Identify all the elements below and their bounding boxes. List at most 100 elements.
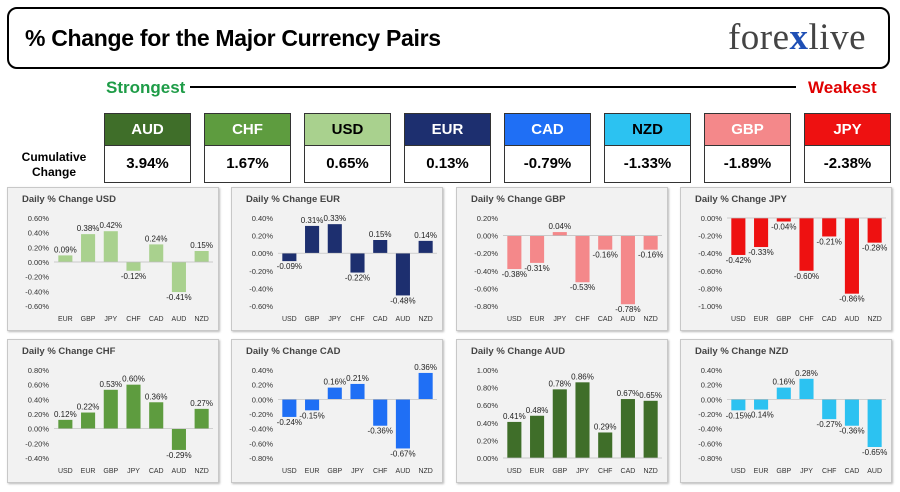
y-tick-label: -0.60% [25, 302, 49, 311]
bar-chart: 0.80% 0.60% 0.40% 0.20% 0.00% -0.20% -0.40% 0.1… [25, 366, 213, 475]
currency-box-eur: EUR 0.13% [404, 113, 491, 183]
bar [867, 399, 882, 447]
x-tick-label: CAD [149, 316, 164, 323]
y-tick-label: 0.20% [701, 381, 723, 390]
x-tick-label: CHF [575, 316, 589, 323]
currency-code: JPY [804, 113, 891, 146]
y-tick-label: -0.60% [249, 439, 273, 448]
currency-box-aud: AUD 3.94% [104, 113, 191, 183]
x-tick-label: CAD [598, 316, 613, 323]
header-banner: % Change for the Major Currency Pairs fo… [7, 7, 890, 69]
bar [844, 218, 859, 294]
data-label: 0.09% [54, 245, 77, 254]
y-tick-label: -0.60% [249, 302, 273, 311]
strongest-label: Strongest [106, 78, 186, 97]
bar [194, 408, 209, 429]
x-tick-label: CHF [373, 468, 387, 475]
x-tick-label: GBP [327, 468, 342, 475]
cumulative-value: -2.38% [804, 146, 891, 183]
bar [81, 234, 96, 262]
y-tick-label: 0.60% [28, 381, 50, 390]
y-tick-label: 0.60% [28, 214, 50, 223]
y-tick-label: 0.80% [477, 384, 499, 393]
x-tick-label: CHF [822, 468, 836, 475]
y-tick-label: 0.20% [477, 214, 499, 223]
strength-scale-line [190, 86, 796, 88]
y-tick-label: -0.20% [25, 273, 49, 282]
chart-title: Daily % Change JPY [695, 194, 787, 205]
x-tick-label: GBP [103, 468, 118, 475]
y-tick-label: 0.20% [252, 381, 274, 390]
bar-chart: 0.60% 0.40% 0.20% 0.00% -0.20% -0.40% -0.60% 0.… [25, 214, 213, 323]
cumulative-value: 3.94% [104, 146, 191, 183]
y-tick-label: 0.00% [252, 395, 274, 404]
chart-panel-jpy: 0.00% -0.20% -0.40% -0.60% -0.80% -1.00% -0.42… [680, 187, 892, 331]
chart-panel-aud: 1.00% 0.80% 0.60% 0.40% 0.20% 0.00% 0.41% USD 0.… [456, 339, 668, 483]
x-tick-label: USD [731, 468, 746, 475]
cumulative-value: 0.13% [404, 146, 491, 183]
y-tick-label: 0.00% [701, 395, 723, 404]
y-tick-label: 0.00% [477, 454, 499, 463]
data-label: 0.42% [99, 221, 122, 230]
y-tick-label: -0.40% [249, 284, 273, 293]
bar [81, 412, 96, 429]
data-label: -0.12% [121, 272, 146, 281]
data-label: 0.16% [772, 378, 795, 387]
bar [194, 251, 209, 262]
x-tick-label: JPY [104, 316, 117, 323]
data-label: 0.36% [414, 363, 437, 372]
bar [552, 389, 567, 458]
y-tick-label: 0.00% [701, 214, 723, 223]
x-tick-label: CAD [373, 316, 388, 323]
currency-code: CHF [204, 113, 291, 146]
x-tick-label: USD [731, 316, 746, 323]
x-tick-label: NZD [418, 316, 432, 323]
bar [575, 382, 590, 458]
bar [643, 235, 658, 250]
bar [844, 399, 859, 426]
cumulative-change-label: Cumulative Change [21, 150, 87, 179]
bar [418, 372, 433, 400]
forexlive-logo: forexlive [728, 16, 866, 59]
y-tick-label: -0.80% [698, 454, 722, 463]
bar [282, 399, 297, 417]
x-tick-label: USD [282, 316, 297, 323]
data-label: -0.78% [615, 305, 640, 314]
x-tick-label: JPY [800, 468, 813, 475]
data-label: 0.33% [323, 214, 346, 223]
x-tick-label: CAD [845, 468, 860, 475]
y-tick-label: -0.20% [249, 267, 273, 276]
data-label: -0.65% [862, 448, 887, 457]
bar [350, 383, 365, 400]
y-tick-label: 0.40% [28, 395, 50, 404]
data-label: -0.16% [593, 251, 618, 260]
bar [620, 235, 635, 305]
y-tick-label: 0.00% [252, 249, 274, 258]
bar [126, 262, 141, 271]
x-tick-label: USD [507, 316, 522, 323]
y-tick-label: -0.80% [474, 302, 498, 311]
currency-code: EUR [404, 113, 491, 146]
data-label: -0.36% [368, 427, 393, 436]
bar [327, 224, 342, 254]
data-label: -0.04% [771, 223, 796, 232]
data-label: -0.14% [748, 411, 773, 420]
y-tick-label: -0.60% [698, 267, 722, 276]
chart-panel-usd: 0.60% 0.40% 0.20% 0.00% -0.20% -0.40% -0.60% 0.… [7, 187, 219, 331]
data-label: 0.12% [54, 410, 77, 419]
x-tick-label: AUD [396, 316, 411, 323]
bar [58, 419, 73, 429]
x-tick-label: CHF [350, 316, 364, 323]
y-tick-label: -0.40% [474, 267, 498, 276]
x-tick-label: EUR [530, 468, 545, 475]
currency-box-cad: CAD -0.79% [504, 113, 591, 183]
data-label: 0.86% [571, 372, 594, 381]
x-tick-label: AUD [396, 468, 411, 475]
x-tick-label: CHF [126, 316, 140, 323]
x-tick-label: JPY [576, 468, 589, 475]
y-tick-label: 0.80% [28, 366, 50, 375]
y-tick-label: -0.80% [698, 284, 722, 293]
y-tick-label: -0.20% [25, 439, 49, 448]
x-tick-label: JPY [127, 468, 140, 475]
data-label: 0.78% [548, 379, 571, 388]
